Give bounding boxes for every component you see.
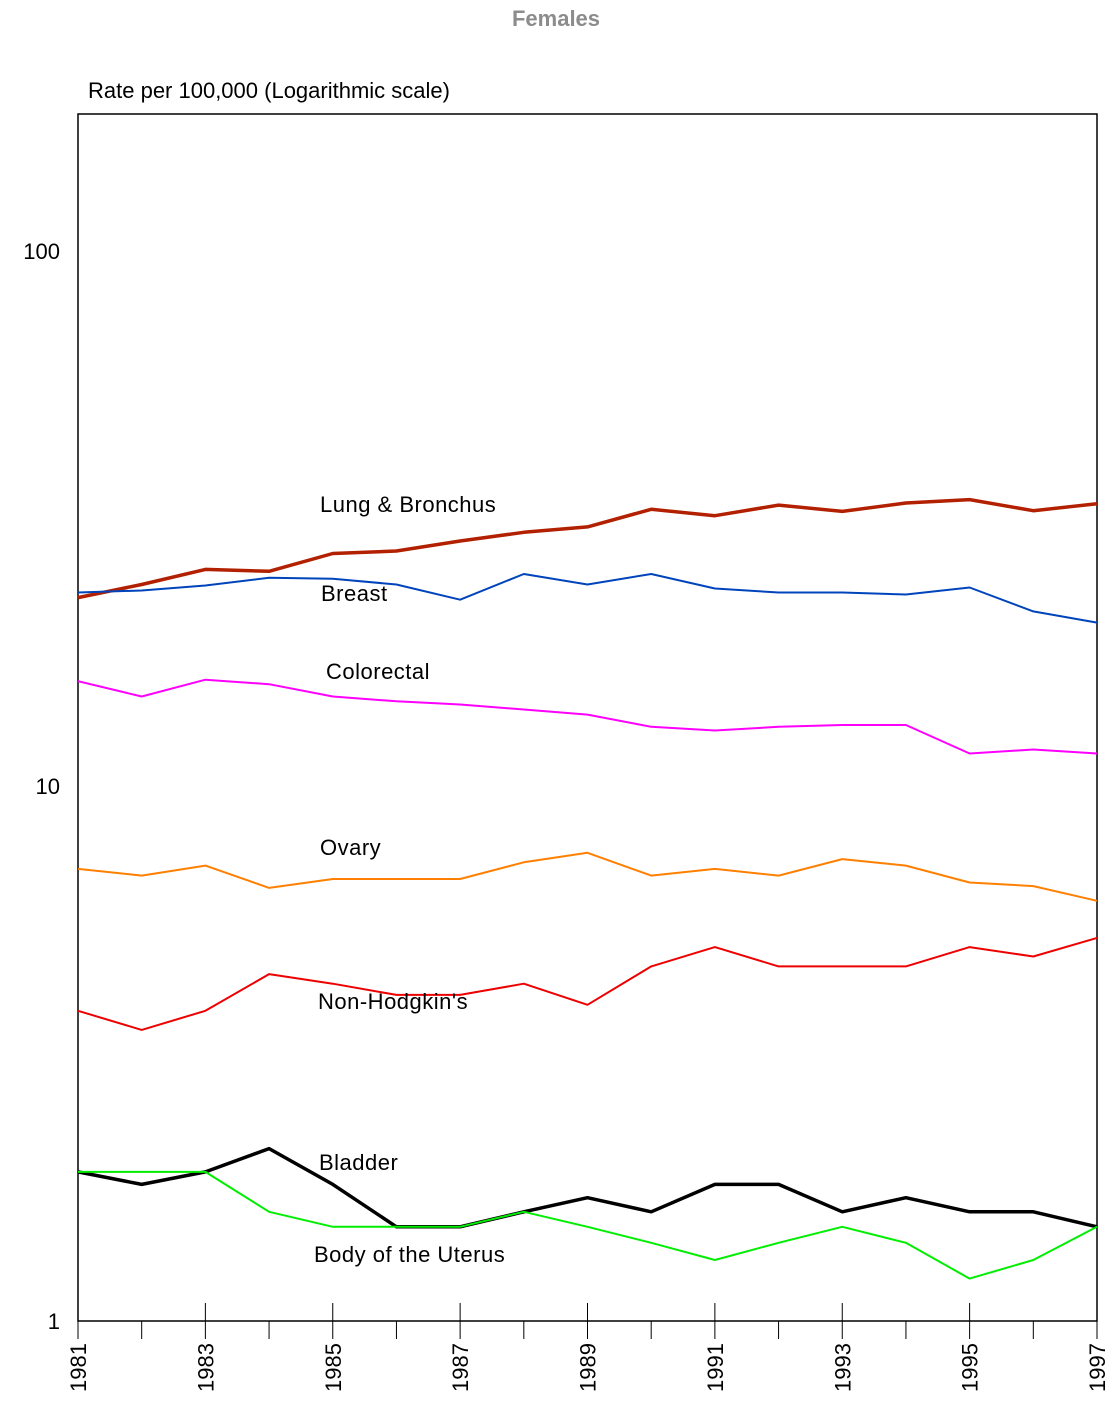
series-line xyxy=(77,497,1098,600)
x-tick-label: 1981 xyxy=(66,1343,91,1392)
y-tick-label: 10 xyxy=(36,774,60,799)
series-label: Breast xyxy=(321,581,388,606)
series-labels: Lung & Bronchus Breast Colorectal Ovary Non-… xyxy=(314,492,505,1267)
series-line xyxy=(77,573,1098,624)
series-label: Ovary xyxy=(320,835,381,860)
y-ticks: 1 10 100 xyxy=(23,239,60,1334)
series-label: Colorectal xyxy=(326,659,430,684)
series-label: Non-Hodgkin's xyxy=(318,989,468,1014)
series-line xyxy=(77,936,1098,1031)
series-label: Lung & Bronchus xyxy=(320,492,496,517)
series-line xyxy=(77,678,1098,755)
y-tick-label: 100 xyxy=(23,239,60,264)
series-label: Body of the Uterus xyxy=(314,1242,505,1267)
series-line xyxy=(77,1146,1098,1229)
series-lines xyxy=(77,497,1098,1280)
x-tick-label: 1987 xyxy=(448,1343,473,1392)
y-axis-label: Rate per 100,000 (Logarithmic scale) xyxy=(88,78,450,103)
series-label: Bladder xyxy=(319,1150,398,1175)
series-line xyxy=(77,851,1098,902)
x-tick-label: 1985 xyxy=(321,1343,346,1392)
chart-title: Females xyxy=(511,6,601,31)
series-line xyxy=(78,1170,1098,1280)
plot-area xyxy=(77,113,1098,1322)
x-tick-label: 1993 xyxy=(830,1343,855,1392)
x-tick-label: 1989 xyxy=(576,1343,601,1392)
y-tick-label: 1 xyxy=(48,1309,60,1334)
x-ticks: 1981 1983 1985 1987 1989 1991 1993 1995 1997 xyxy=(66,1303,1110,1392)
x-tick-label: 1983 xyxy=(193,1343,218,1392)
x-tick-label: 1997 xyxy=(1085,1343,1110,1392)
x-tick-label: 1995 xyxy=(958,1343,983,1392)
x-tick-label: 1991 xyxy=(703,1343,728,1392)
